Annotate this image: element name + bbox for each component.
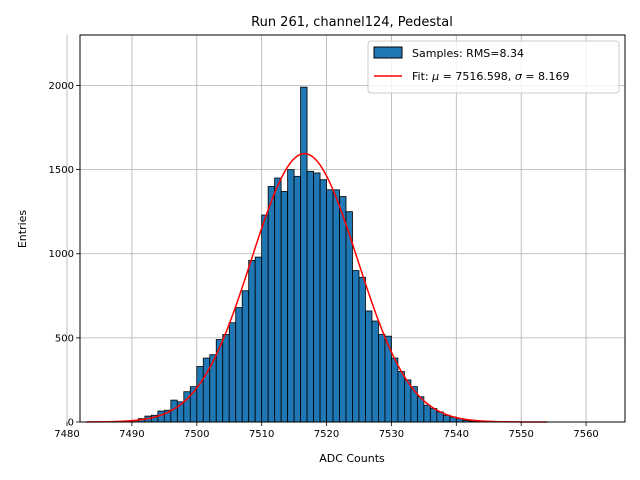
x-axis-label: ADC Counts	[319, 452, 385, 465]
legend-fit-sigma-symbol: σ	[515, 70, 523, 83]
histogram-bar	[365, 310, 373, 423]
histogram-bar	[274, 177, 282, 423]
histogram-bar	[280, 191, 289, 423]
histogram-bar	[306, 170, 314, 423]
x-tick-label: 7560	[573, 429, 598, 440]
y-tick-label: 1500	[49, 165, 74, 176]
histogram-bar	[248, 260, 256, 423]
x-tick-label: 7490	[119, 429, 144, 440]
histogram-bars	[125, 86, 496, 423]
histogram-bar	[397, 371, 405, 423]
histogram-bar	[293, 175, 301, 423]
legend-fit-prefix: Fit:	[412, 70, 432, 83]
histogram-bar	[235, 307, 243, 423]
histogram-bar	[326, 189, 334, 423]
histogram-bar	[254, 256, 263, 423]
histogram-bar	[332, 189, 340, 423]
chart-title: Run 261, channel124, Pedestal	[251, 15, 453, 30]
plot-frame	[79, 34, 626, 423]
histogram-bar	[287, 169, 295, 423]
y-axis-label: Entries	[16, 210, 29, 249]
y-tick-label: 2000	[49, 81, 74, 92]
histogram-bar	[313, 172, 321, 423]
y-tick-label: 1000	[49, 249, 74, 260]
y-tick-label: 500	[55, 333, 74, 344]
histogram-bar	[429, 408, 438, 423]
histogram-bar	[339, 196, 347, 423]
histogram-bar	[358, 276, 366, 423]
histogram-bar	[228, 322, 237, 423]
x-tick-label: 7510	[249, 429, 274, 440]
legend-fit-mu-value: = 7516.598,	[443, 70, 515, 83]
legend-histogram-label: Samples: RMS=8.34	[412, 47, 524, 60]
histogram-bar	[319, 179, 327, 423]
histogram-bar	[410, 386, 418, 423]
legend-fit-sigma-value: = 8.169	[525, 70, 569, 83]
y-axis-ticks: 0 500 1000 1500 2000	[49, 81, 80, 429]
legend-box	[367, 40, 620, 94]
legend: Samples: RMS=8.34 Fit: μ = 7516.598, σ =…	[367, 40, 620, 94]
histogram-bar	[371, 320, 379, 423]
histogram-bar	[241, 290, 250, 423]
histogram-bar	[404, 379, 412, 423]
x-tick-label: 7520	[314, 429, 339, 440]
x-tick-label: 7480	[54, 429, 79, 440]
histogram-bar	[202, 357, 211, 423]
histogram-bar	[196, 366, 204, 423]
histogram-bar	[391, 357, 399, 423]
histogram-bar	[442, 414, 451, 423]
histogram-bar	[261, 214, 269, 423]
legend-histogram-swatch	[373, 46, 403, 59]
x-tick-label: 7550	[508, 429, 533, 440]
fit-curve	[86, 152, 548, 423]
legend-fit-label: Fit: μ = 7516.598, σ = 8.169	[412, 70, 570, 83]
x-tick-label: 7540	[444, 429, 469, 440]
legend-fit-mu-symbol: μ	[431, 70, 439, 83]
histogram-bar	[352, 270, 360, 423]
x-axis-ticks: 7480 7490 7500 7510 7520 7530 7540 7550 7560	[54, 422, 599, 440]
histogram-bar	[300, 86, 308, 423]
histogram-bar	[378, 334, 386, 423]
y-tick-label: 0	[68, 418, 74, 429]
x-tick-label: 7530	[379, 429, 404, 440]
histogram-bar	[423, 404, 431, 423]
histogram-bar	[267, 186, 276, 423]
x-tick-label: 7500	[184, 429, 209, 440]
histogram-bar	[222, 334, 230, 423]
